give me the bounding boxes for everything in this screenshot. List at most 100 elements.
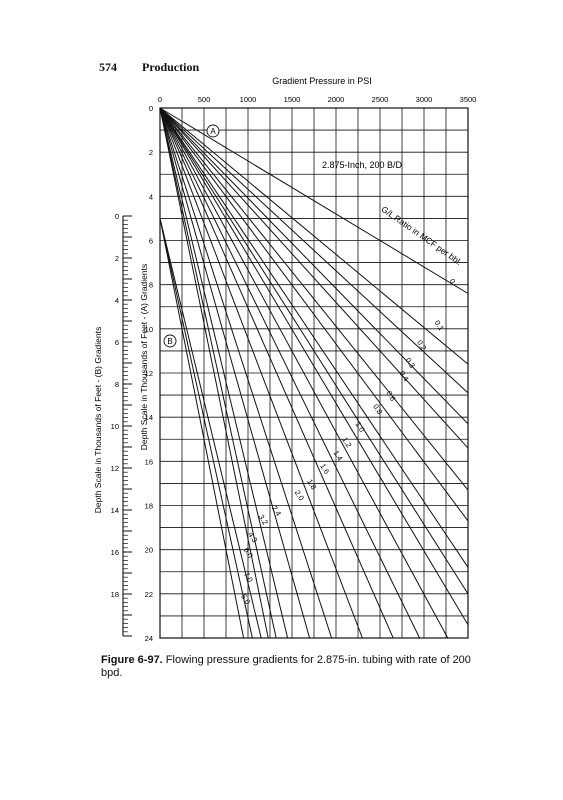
y-tick-label-b: 0 [115, 212, 119, 221]
series-label-text: 1.2 [340, 436, 353, 450]
series-label: 1.4 [332, 449, 345, 463]
series-label-text: 0.2 [415, 338, 428, 352]
x-tick-label: 2500 [372, 95, 389, 104]
series-label: 2.0 [293, 489, 306, 503]
series-label-text: 1.8 [305, 477, 318, 491]
series-label-text: 7.0 [242, 570, 255, 584]
y-tick-label-a: 14 [145, 413, 153, 422]
caption-text: Flowing pressure gradients for 2.875-in.… [101, 654, 471, 679]
chart-series [159, 107, 469, 639]
gradient-line [159, 107, 469, 568]
marker-a-label: A [210, 127, 216, 136]
series-label: 1.6 [318, 462, 331, 476]
y-tick-label-b: 2 [115, 254, 119, 263]
y-tick-label-b: 18 [111, 590, 119, 599]
gradient-line [159, 107, 469, 449]
series-label: 0.4 [398, 369, 411, 383]
series-label-text: 6.0 [242, 546, 255, 560]
y-axis-title-outer-text: Depth Scale in Thousands of Feet - (B) G… [93, 327, 103, 513]
y-tick-label-a: 12 [145, 369, 153, 378]
series-label-text: 0.4 [398, 369, 411, 383]
y-tick-label-a: 2 [149, 148, 153, 157]
gradient-line [159, 107, 311, 639]
gradient-line [159, 218, 262, 639]
x-tick-label: 500 [198, 95, 211, 104]
series-label-text: 3.2 [257, 513, 270, 527]
y-tick-label-a: 0 [149, 104, 153, 113]
y-tick-label-a: 20 [145, 546, 153, 555]
gradient-line [159, 107, 449, 639]
x-tick-label: 3500 [460, 95, 477, 104]
series-label: 0.2 [415, 338, 428, 352]
chart-title: Gradient Pressure in PSI [272, 76, 372, 86]
plot-frame [159, 107, 469, 639]
gradient-line [159, 107, 469, 522]
gradient-line [159, 218, 253, 639]
chart-series-labels: 00.10.20.30.40.60.81.01.21.41.61.82.02.4… [239, 277, 457, 606]
y-tick-label-b: 12 [111, 464, 119, 473]
x-tick-label: 2000 [328, 95, 345, 104]
gradient-line [159, 107, 469, 626]
y-tick-label-a: 4 [149, 192, 153, 201]
y-tick-label-a: 24 [145, 634, 153, 643]
page-header: 574 Production [99, 60, 199, 75]
y-axis-title-inner: Depth Scale in Thousands of Feet - (A) G… [139, 264, 149, 450]
gradient-line [159, 107, 469, 425]
gradient-line [159, 107, 469, 294]
series-label-text: 0.3 [404, 356, 417, 370]
gradient-line [159, 107, 469, 595]
marker-b: B [163, 334, 177, 348]
series-label: 0.8 [371, 402, 384, 416]
y-tick-label-a: 10 [145, 325, 153, 334]
figure-caption: Figure 6-97. Flowing pressure gradients … [101, 654, 481, 680]
gradient-line [159, 107, 469, 365]
series-label-text: 2.0 [293, 489, 306, 503]
series-label: 1.8 [305, 477, 318, 491]
y-tick-label-b: 4 [115, 296, 119, 305]
series-label-text: 1.6 [318, 462, 331, 476]
series-label: 7.0 [242, 570, 255, 584]
series-label: 3.2 [257, 513, 270, 527]
legend-title: G/L Ratio in MCF per bbl. [380, 204, 464, 267]
marker-a: A [206, 124, 220, 138]
y-tick-label-b: 14 [111, 506, 119, 515]
section-title: Production [142, 60, 200, 74]
gradient-line [159, 107, 394, 639]
series-label: 0.1 [433, 318, 446, 332]
x-tick-label: 1000 [240, 95, 257, 104]
chart-subtitle: 2.875-Inch, 200 B/D [322, 160, 403, 170]
series-label-text: 0 [448, 277, 458, 285]
gradient-line [159, 107, 333, 639]
gradient-line [159, 107, 363, 639]
y-tick-label-a: 8 [149, 281, 153, 290]
series-label-text: 1.4 [332, 449, 345, 463]
series-label: 0 [448, 277, 458, 285]
gradient-line [159, 218, 245, 639]
x-tick-label: 0 [158, 95, 162, 104]
series-label-text: 0.1 [433, 318, 446, 332]
gradient-line [159, 107, 469, 394]
chart-grid [159, 107, 469, 639]
y-tick-label-a: 18 [145, 502, 153, 511]
y-axis-title-outer: Depth Scale in Thousands of Feet - (B) G… [93, 327, 103, 513]
y-tick-label-a: 22 [145, 590, 153, 599]
y-tick-label-a: 16 [145, 457, 153, 466]
caption-label: Figure 6-97. [101, 654, 163, 666]
chart-axes: 0 500 1000 1500 2000 2500 3000 3500024681012141… [111, 95, 477, 643]
legend-title-text: G/L Ratio in MCF per bbl. [380, 204, 464, 267]
gradient-line [159, 107, 421, 639]
series-label: 6.0 [242, 546, 255, 560]
y-tick-label-b: 16 [111, 548, 119, 557]
y-tick-label-b: 8 [115, 380, 119, 389]
series-label: 0.3 [404, 356, 417, 370]
gradient-line [159, 107, 469, 491]
y-axis-title-inner-text: Depth Scale in Thousands of Feet - (A) G… [139, 264, 149, 450]
gradient-line [159, 107, 289, 639]
gradient-line [159, 107, 269, 639]
page-number: 574 [99, 60, 117, 74]
marker-b-label: B [167, 337, 172, 346]
series-label-text: 0.8 [371, 402, 384, 416]
y-tick-label-a: 6 [149, 237, 153, 246]
y-tick-label-b: 10 [111, 422, 119, 431]
